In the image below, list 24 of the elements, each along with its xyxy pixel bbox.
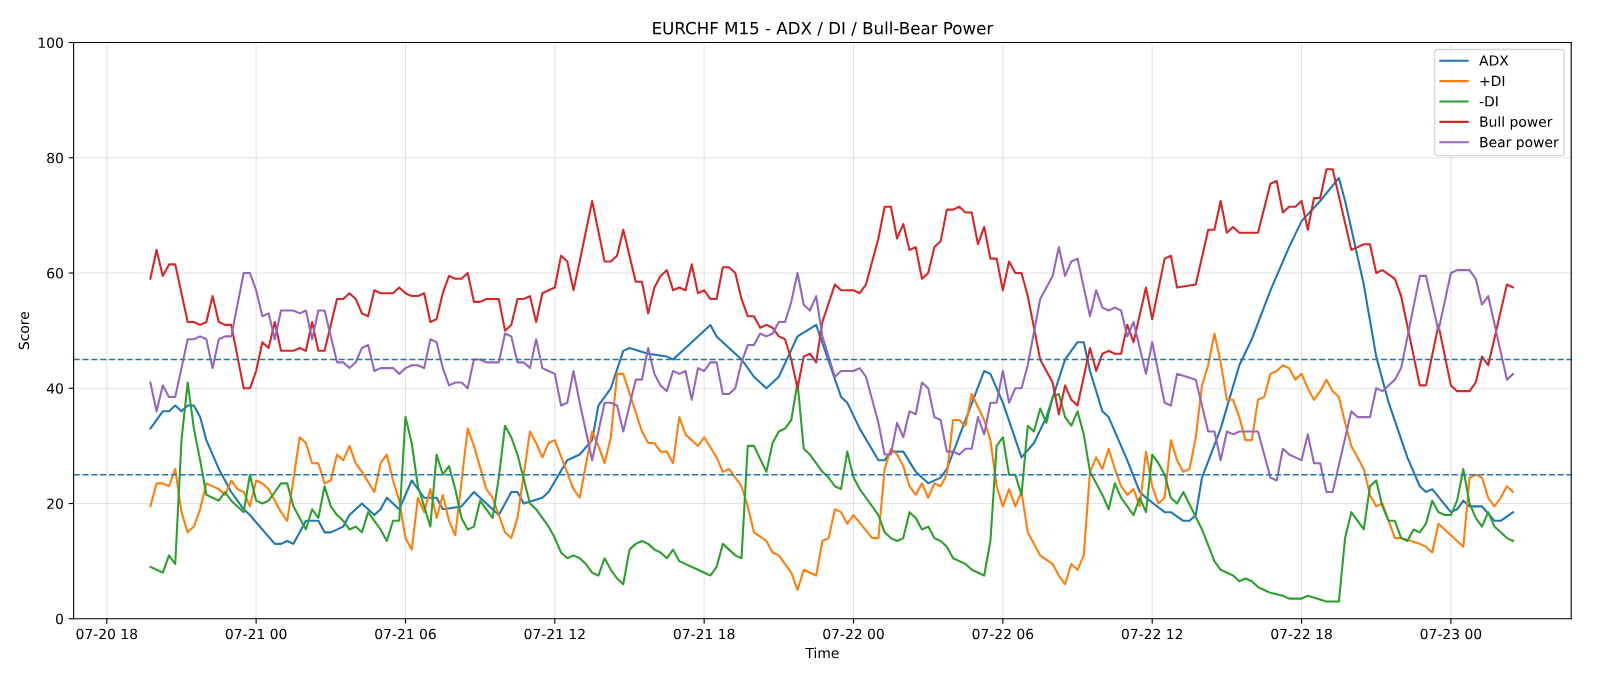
y-tick-label: 100 xyxy=(38,37,63,49)
legend-label: Bull power xyxy=(1480,116,1553,130)
x-tick-label: 07-22 06 xyxy=(972,628,1034,640)
x-tick-label: 07-21 06 xyxy=(375,628,436,640)
legend-label: -DI xyxy=(1479,96,1498,107)
y-tick-label: 40 xyxy=(46,383,63,394)
legend-label: ADX xyxy=(1479,55,1509,66)
x-tick-label: 07-23 00 xyxy=(1420,628,1482,640)
x-tick-label: 07-21 12 xyxy=(524,628,585,640)
y-tick-label: 20 xyxy=(47,498,63,509)
x-axis-title: Time xyxy=(805,647,839,659)
y-tick-label: 60 xyxy=(47,268,63,279)
x-tick-label: 07-20 18 xyxy=(76,628,138,640)
y-axis-title: Score xyxy=(18,311,30,350)
y-tick-label: 0 xyxy=(55,613,63,625)
chart-title: EURCHF M15 - ADX / DI / Bull-Bear Power xyxy=(653,21,994,36)
legend-label: +DI xyxy=(1480,75,1505,86)
x-tick-label: 07-22 00 xyxy=(823,628,884,640)
x-tick-label: 07-21 00 xyxy=(225,628,287,640)
y-tick-label: 80 xyxy=(47,152,63,164)
x-tick-label: 07-21 18 xyxy=(673,628,735,640)
x-tick-label: 07-22 18 xyxy=(1271,628,1332,640)
legend-label: Bear power xyxy=(1480,137,1559,151)
x-tick-label: 07-22 12 xyxy=(1121,628,1183,640)
